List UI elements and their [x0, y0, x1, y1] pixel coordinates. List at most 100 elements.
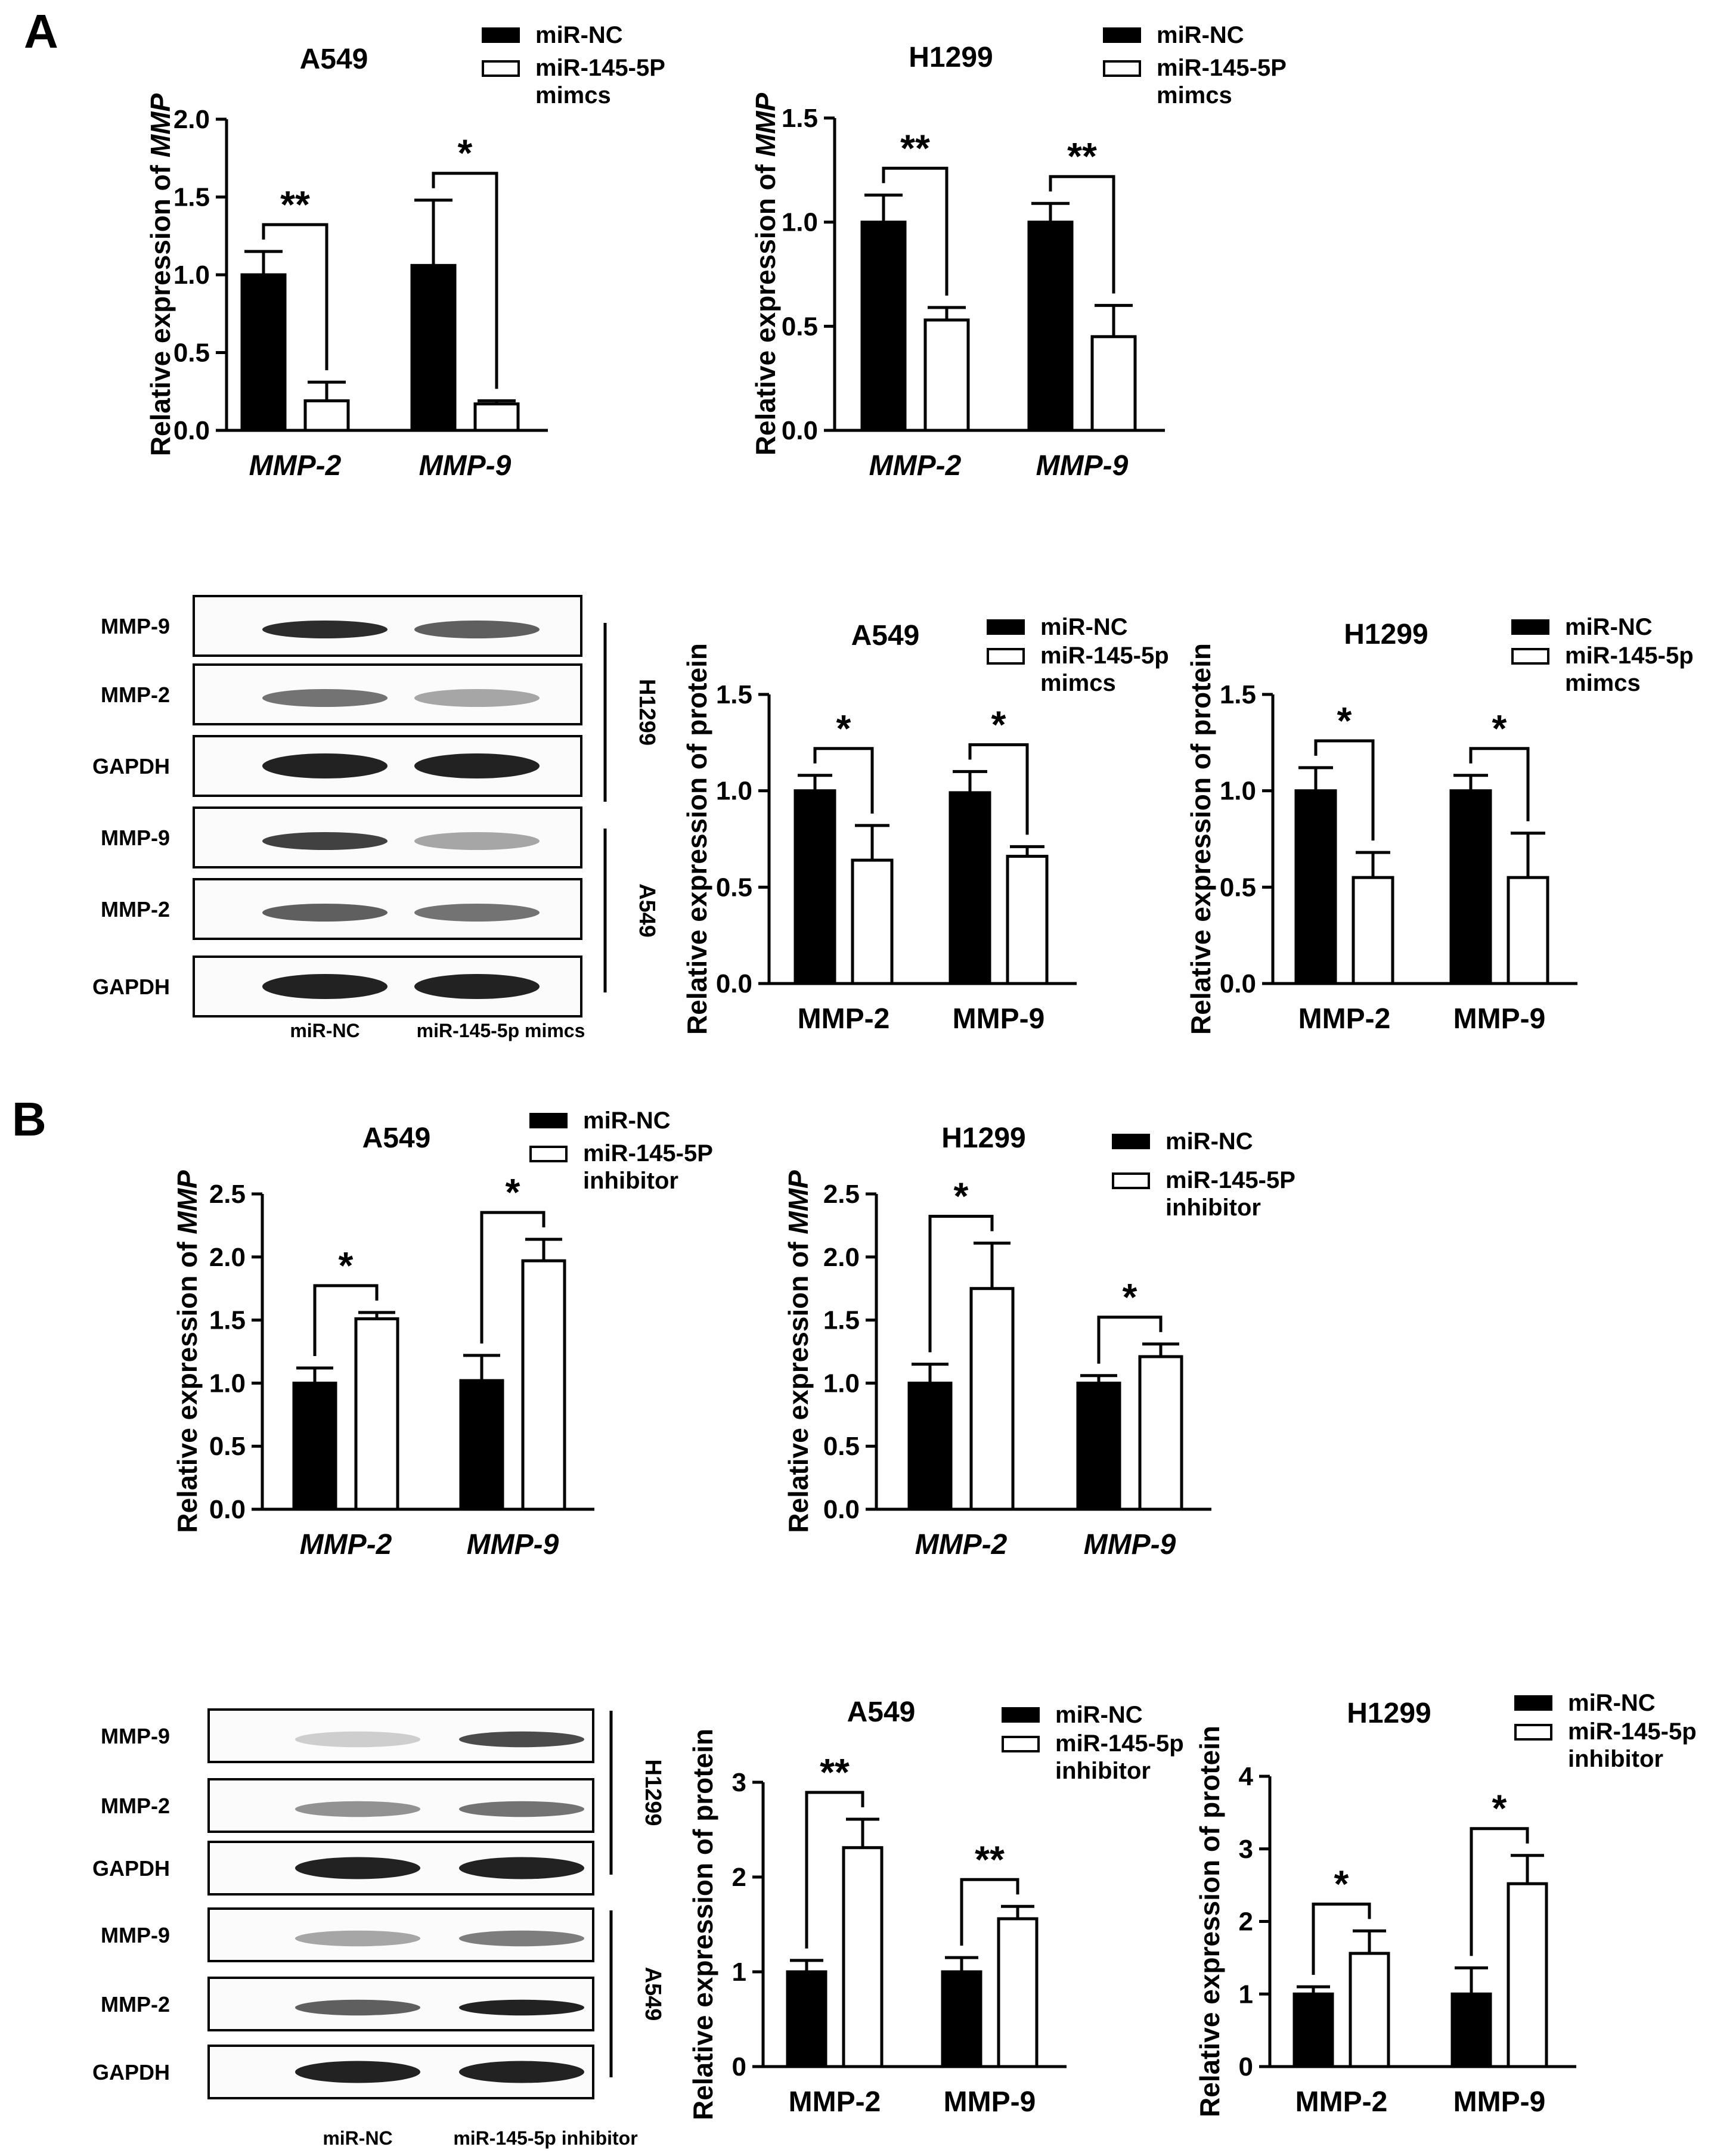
bar-nc-mmp-9 — [1027, 221, 1074, 432]
blot-band — [262, 832, 388, 850]
legend-label-treated: miR-145-5P — [1166, 1167, 1295, 1193]
bar-treated-mmp-9 — [1090, 335, 1137, 432]
blot-row-label: MMP-9 — [101, 826, 170, 850]
x-tick-label: MMP-2 — [249, 450, 342, 482]
y-tick-label: 0.5 — [782, 312, 818, 341]
bar-treated-mmp-2 — [1352, 876, 1394, 985]
y-tick-label: 1.0 — [173, 260, 210, 290]
legend-swatch-treated — [1103, 60, 1141, 77]
significance-bracket — [1469, 747, 1530, 821]
bar-treated-mmp-9 — [1507, 1882, 1548, 2068]
y-tick-label: 1.5 — [209, 1306, 246, 1335]
significance-bracket — [432, 172, 498, 389]
chart-title: A549 — [300, 44, 368, 75]
y-axis-label: Relative expression of protein — [681, 643, 712, 1035]
bar-nc-mmp-2 — [907, 1381, 953, 1511]
blot-row-mmp-2: MMP-2 — [101, 1778, 594, 1833]
y-tick-label: 1.0 — [823, 1369, 860, 1398]
significance-mark: * — [954, 1175, 969, 1218]
blot-A: MMP-9 MMP-2 GAPDH MMP-9 MMP-2 GAPDH miR-NC miR-… — [92, 595, 659, 1041]
x-tick-label: MMP-9 — [1036, 450, 1129, 482]
lane-label: miR-145-5p inhibitor — [453, 2127, 637, 2149]
chart-title: A549 — [362, 1122, 431, 1154]
bar-treated-mmp-9 — [1006, 855, 1049, 985]
y-axis-label: Relative expression of protein — [1185, 643, 1216, 1035]
legend-label-nc: miR-NC — [1040, 614, 1128, 640]
blot-row-mmp-2: MMP-2 — [101, 663, 582, 725]
blot-band — [295, 1731, 420, 1748]
blot-row-label: MMP-9 — [101, 1724, 170, 1748]
legend-label-nc: miR-NC — [1157, 22, 1244, 48]
bar-treated-mmp-9 — [1138, 1355, 1183, 1511]
significance-mark: ** — [1067, 135, 1097, 178]
blot-row-gapdh: GAPDH — [92, 956, 582, 1017]
y-tick-label: 1.0 — [209, 1369, 246, 1398]
blot-band — [414, 621, 540, 638]
legend-swatch-nc — [1514, 1695, 1552, 1711]
y-tick-label: 2.5 — [209, 1180, 246, 1209]
blot-row-label: MMP-2 — [101, 683, 170, 707]
y-tick-label: 2.5 — [823, 1180, 860, 1209]
chart-title: A549 — [851, 620, 920, 652]
bar-nc-mmp-2 — [240, 273, 287, 432]
legend-label-treated: mimcs — [1157, 82, 1232, 108]
blot-row-mmp-9: MMP-9 — [101, 806, 582, 868]
blot-band — [295, 1801, 420, 1817]
blot-row-gapdh: GAPDH — [92, 2045, 594, 2099]
significance-mark: * — [506, 1171, 520, 1214]
legend-label-nc: miR-NC — [535, 22, 623, 48]
y-tick-label: 3 — [732, 1768, 746, 1797]
blot-row-label: GAPDH — [92, 1856, 170, 1881]
legend-swatch-treated — [1514, 1724, 1552, 1741]
y-tick-label: 1.5 — [823, 1306, 860, 1335]
legend-swatch-treated — [482, 60, 520, 77]
x-tick-label: MMP-9 — [953, 1003, 1045, 1035]
legend-swatch-nc — [1112, 1134, 1150, 1149]
y-tick-label: 0.0 — [823, 1495, 860, 1524]
y-tick-label: 0 — [1239, 2052, 1253, 2081]
legend-swatch-treated — [987, 648, 1025, 665]
y-tick-label: 0.5 — [716, 873, 752, 902]
legend-swatch-treated — [529, 1146, 568, 1162]
blot-band — [459, 2061, 584, 2083]
y-tick-label: 2.0 — [823, 1243, 860, 1272]
significance-bracket — [1314, 739, 1375, 841]
group-label-h1299: H1299 — [640, 1760, 665, 1826]
y-tick-label: 2 — [1239, 1907, 1253, 1937]
legend-swatch-nc — [1103, 27, 1141, 43]
y-tick-label: 1.5 — [716, 680, 752, 709]
y-tick-label: 0.0 — [782, 416, 818, 445]
bar-nc-mmp-2 — [1294, 789, 1337, 985]
x-tick-label: MMP-2 — [915, 1529, 1008, 1561]
group-label-a549: A549 — [640, 1967, 665, 2021]
chart-title: H1299 — [1344, 619, 1428, 650]
legend-swatch-treated — [1002, 1736, 1040, 1752]
significance-bracket — [262, 223, 328, 371]
y-tick-label: 0.0 — [209, 1495, 246, 1524]
bar-treated-mmp-2 — [969, 1287, 1015, 1511]
y-tick-label: 1.5 — [1220, 680, 1256, 709]
y-tick-label: 0.5 — [209, 1432, 246, 1461]
blot-band — [262, 689, 388, 707]
blot-band — [295, 2061, 420, 2083]
legend-label-treated: miR-145-5p — [1565, 643, 1694, 669]
blot-row-gapdh: GAPDH — [92, 735, 582, 797]
y-tick-label: 1.5 — [173, 183, 210, 212]
legend-label-treated: inhibitor — [583, 1168, 678, 1194]
blot-band — [459, 1930, 584, 1947]
y-tick-label: 1 — [732, 1958, 746, 1987]
legend-label-treated: miR-145-5p — [1568, 1718, 1697, 1745]
significance-bracket — [1097, 1316, 1163, 1364]
blots-layer: MMP-9 MMP-2 GAPDH MMP-9 MMP-2 GAPDH miR-NC miR-… — [92, 595, 665, 2149]
legend-label-treated: inhibitor — [1568, 1746, 1663, 1772]
blot-band — [414, 904, 540, 922]
chart-title: H1299 — [909, 42, 993, 73]
bar-nc-mmp-9 — [941, 1970, 982, 2068]
